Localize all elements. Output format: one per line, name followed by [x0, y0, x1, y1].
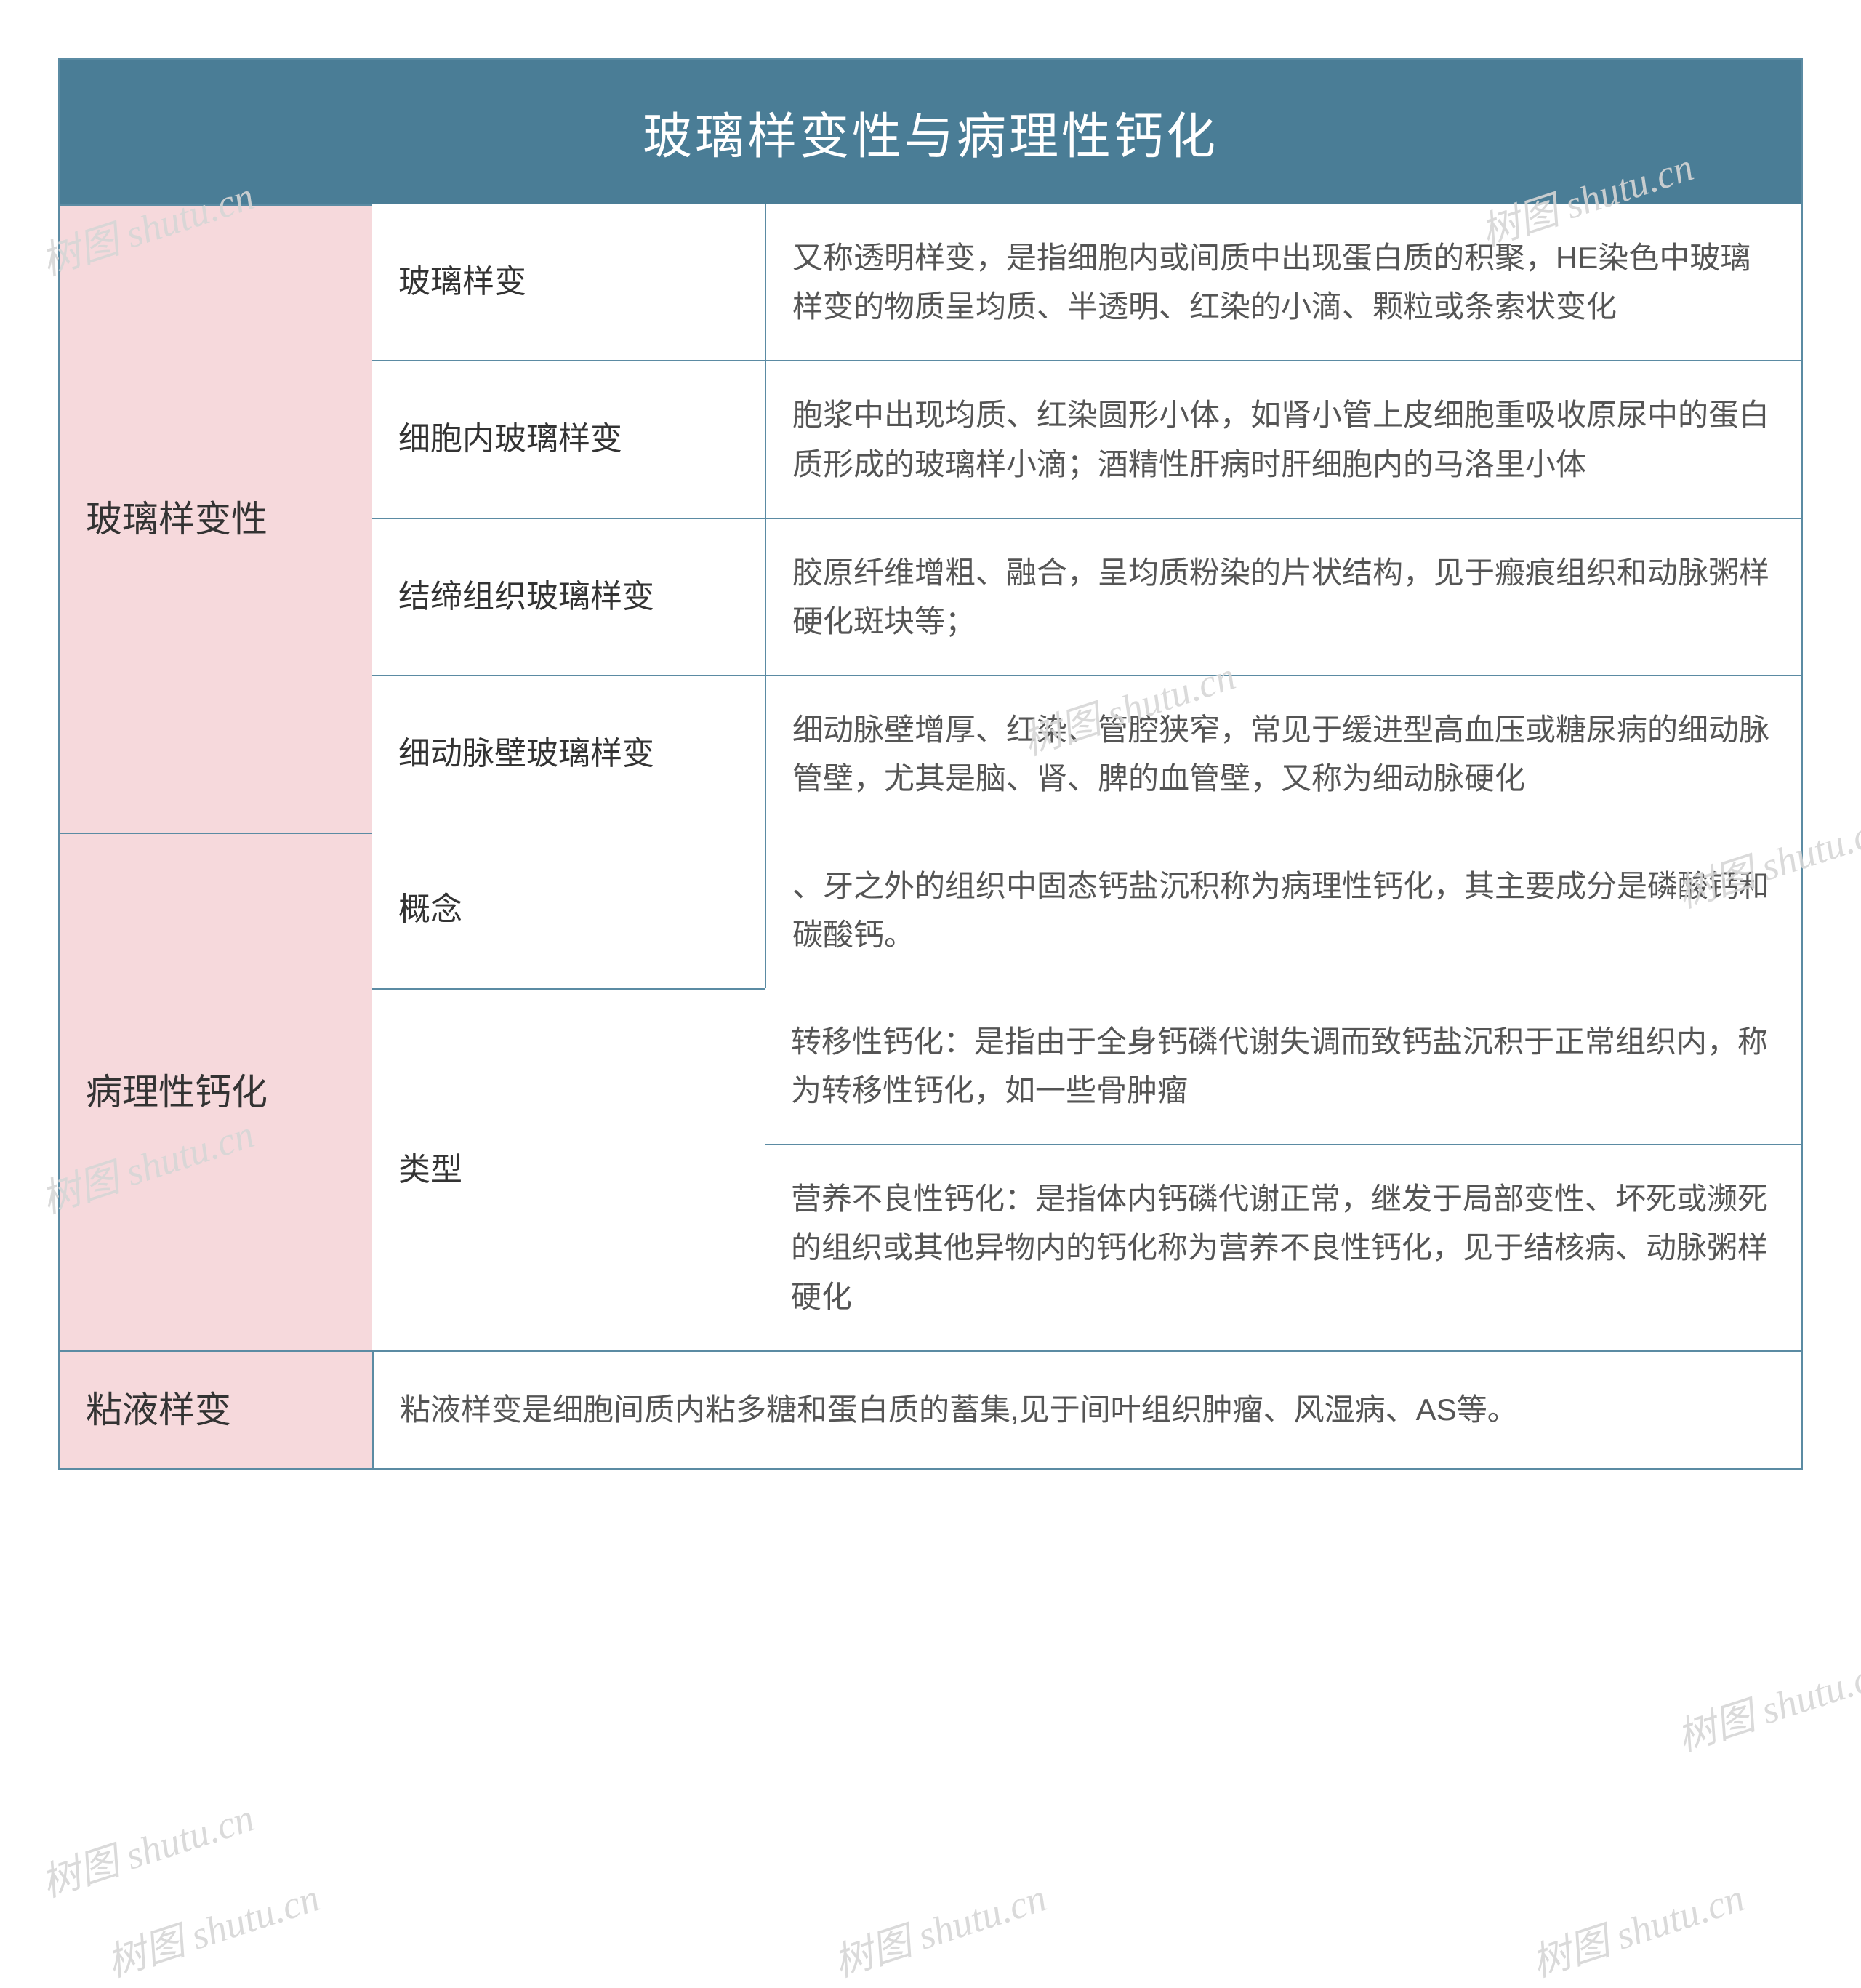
watermark-text: 树图 shutu.cn — [825, 1865, 1053, 1988]
table-row: 类型 转移性钙化：是指由于全身钙磷代谢失调而致钙盐沉积于正常组织内，称为转移性钙… — [372, 988, 1801, 1350]
desc-stack: 转移性钙化：是指由于全身钙磷代谢失调而致钙盐沉积于正常组织内，称为转移性钙化，如… — [765, 988, 1801, 1350]
sub-label: 细胞内玻璃样变 — [372, 360, 765, 517]
table-row: 细胞内玻璃样变 胞浆中出现均质、红染圆形小体，如肾小管上皮细胞重吸收原尿中的蛋白… — [372, 360, 1801, 517]
watermark-text: 树图 shutu.cn — [33, 1785, 260, 1908]
section-row: 玻璃样变性 玻璃样变 又称透明样变，是指细胞内或间质中出现蛋白质的积聚，HE染色… — [60, 204, 1801, 833]
sub-label: 类型 — [372, 988, 765, 1350]
table-row: 细动脉壁玻璃样变 细动脉壁增厚、红染、管腔狭窄，常见于缓进型高血压或糖尿病的细动… — [372, 675, 1801, 832]
table-row: 营养不良性钙化：是指体内钙磷代谢正常，继发于局部变性、坏死或濒死的组织或其他异物… — [765, 1144, 1801, 1350]
section-body: 概念 、牙之外的组织中固态钙盐沉积称为病理性钙化，其主要成分是磷酸钙和碳酸钙。 … — [372, 833, 1801, 1350]
section-row: 病理性钙化 概念 、牙之外的组织中固态钙盐沉积称为病理性钙化，其主要成分是磷酸钙… — [60, 833, 1801, 1350]
section-row: 粘液样变 粘液样变是细胞间质内粘多糖和蛋白质的蓄集,见于间叶组织肿瘤、风湿病、A… — [60, 1350, 1801, 1468]
table: 玻璃样变性与病理性钙化 玻璃样变性 玻璃样变 又称透明样变，是指细胞内或间质中出… — [58, 58, 1803, 1470]
table-row: 玻璃样变 又称透明样变，是指细胞内或间质中出现蛋白质的积聚，HE染色中玻璃样变的… — [372, 204, 1801, 360]
sub-label: 细动脉壁玻璃样变 — [372, 675, 765, 832]
desc-cell: 转移性钙化：是指由于全身钙磷代谢失调而致钙盐沉积于正常组织内，称为转移性钙化，如… — [765, 988, 1801, 1144]
desc-cell: 细动脉壁增厚、红染、管腔狭窄，常见于缓进型高血压或糖尿病的细动脉管壁，尤其是脑、… — [765, 675, 1801, 832]
table-title: 玻璃样变性与病理性钙化 — [60, 60, 1801, 204]
sub-label: 概念 — [372, 833, 765, 988]
table-row: 结缔组织玻璃样变 胶原纤维增粗、融合，呈均质粉染的片状结构，见于瘢痕组织和动脉粥… — [372, 518, 1801, 675]
desc-cell: 粘液样变是细胞间质内粘多糖和蛋白质的蓄集,见于间叶组织肿瘤、风湿病、AS等。 — [372, 1350, 1801, 1468]
section-body: 玻璃样变 又称透明样变，是指细胞内或间质中出现蛋白质的积聚，HE染色中玻璃样变的… — [372, 204, 1801, 833]
desc-cell: 胶原纤维增粗、融合，呈均质粉染的片状结构，见于瘢痕组织和动脉粥样硬化斑块等； — [765, 518, 1801, 675]
watermark-text: 树图 shutu.cn — [98, 1865, 326, 1988]
table-row: 概念 、牙之外的组织中固态钙盐沉积称为病理性钙化，其主要成分是磷酸钙和碳酸钙。 — [372, 833, 1801, 988]
section-label: 病理性钙化 — [60, 833, 372, 1350]
section-label: 粘液样变 — [60, 1350, 372, 1468]
sub-label: 玻璃样变 — [372, 204, 765, 360]
table-row: 转移性钙化：是指由于全身钙磷代谢失调而致钙盐沉积于正常组织内，称为转移性钙化，如… — [765, 988, 1801, 1144]
sub-label: 结缔组织玻璃样变 — [372, 518, 765, 675]
desc-cell: 又称透明样变，是指细胞内或间质中出现蛋白质的积聚，HE染色中玻璃样变的物质呈均质… — [765, 204, 1801, 360]
desc-cell: 营养不良性钙化：是指体内钙磷代谢正常，继发于局部变性、坏死或濒死的组织或其他异物… — [765, 1144, 1801, 1350]
diagram-container: 玻璃样变性与病理性钙化 玻璃样变性 玻璃样变 又称透明样变，是指细胞内或间质中出… — [58, 58, 1803, 1470]
desc-cell: 、牙之外的组织中固态钙盐沉积称为病理性钙化，其主要成分是磷酸钙和碳酸钙。 — [765, 833, 1801, 988]
watermark-text: 树图 shutu.cn — [1523, 1865, 1751, 1988]
watermark-text: 树图 shutu.cn — [1668, 1640, 1861, 1763]
section-label: 玻璃样变性 — [60, 204, 372, 833]
desc-cell: 胞浆中出现均质、红染圆形小体，如肾小管上皮细胞重吸收原尿中的蛋白质形成的玻璃样小… — [765, 360, 1801, 517]
